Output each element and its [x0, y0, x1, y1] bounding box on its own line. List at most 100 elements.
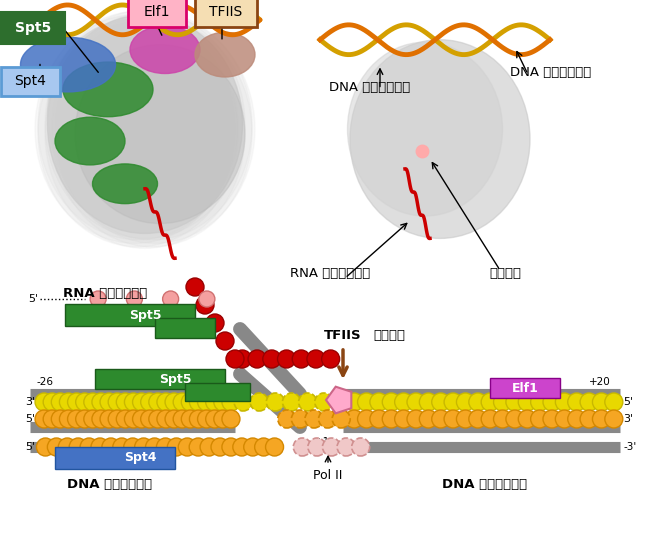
Circle shape: [493, 410, 512, 428]
Circle shape: [206, 314, 224, 332]
Circle shape: [331, 393, 349, 411]
Text: Spt5: Spt5: [159, 372, 191, 386]
Circle shape: [216, 332, 234, 350]
Ellipse shape: [45, 20, 245, 248]
Circle shape: [124, 410, 142, 428]
Text: Spt4: Spt4: [14, 74, 46, 89]
Circle shape: [555, 410, 573, 428]
Circle shape: [116, 410, 135, 428]
Circle shape: [47, 438, 66, 456]
Circle shape: [234, 393, 252, 411]
Circle shape: [133, 393, 151, 411]
Circle shape: [133, 410, 151, 428]
Circle shape: [255, 438, 272, 456]
Circle shape: [222, 438, 240, 456]
Text: Spt4: Spt4: [124, 452, 156, 464]
Circle shape: [266, 438, 283, 456]
Circle shape: [91, 438, 109, 456]
Text: DNA 送出トンネル: DNA 送出トンネル: [68, 478, 153, 491]
Circle shape: [108, 410, 126, 428]
Circle shape: [108, 393, 126, 411]
Circle shape: [69, 438, 87, 456]
Bar: [55, 447, 175, 469]
Circle shape: [75, 393, 94, 411]
Circle shape: [298, 393, 317, 411]
Circle shape: [419, 393, 437, 411]
Text: Elf1: Elf1: [144, 5, 170, 19]
Circle shape: [199, 291, 215, 307]
Circle shape: [102, 438, 120, 456]
Circle shape: [308, 438, 326, 456]
Circle shape: [84, 410, 102, 428]
Circle shape: [157, 410, 175, 428]
Circle shape: [530, 393, 549, 411]
Circle shape: [358, 393, 376, 411]
Circle shape: [211, 438, 229, 456]
Circle shape: [283, 393, 300, 411]
Circle shape: [358, 410, 376, 428]
Text: RNA 送出トンネル: RNA 送出トンネル: [290, 267, 370, 280]
Text: +20: +20: [589, 377, 611, 387]
Circle shape: [518, 393, 536, 411]
Ellipse shape: [350, 40, 530, 238]
Circle shape: [113, 438, 131, 456]
Circle shape: [233, 438, 251, 456]
Circle shape: [58, 438, 76, 456]
Ellipse shape: [47, 20, 213, 209]
Circle shape: [100, 410, 118, 428]
Ellipse shape: [63, 62, 153, 117]
Text: 活性部位: 活性部位: [373, 329, 405, 342]
Ellipse shape: [195, 32, 255, 77]
Circle shape: [580, 393, 598, 411]
Bar: [65, 304, 195, 326]
Circle shape: [506, 393, 524, 411]
Circle shape: [293, 438, 311, 456]
Ellipse shape: [55, 15, 255, 243]
Circle shape: [407, 393, 425, 411]
Circle shape: [382, 393, 400, 411]
Circle shape: [75, 410, 94, 428]
Circle shape: [51, 393, 70, 411]
Circle shape: [567, 410, 586, 428]
Circle shape: [592, 410, 610, 428]
Circle shape: [337, 438, 355, 456]
Circle shape: [543, 393, 561, 411]
Circle shape: [92, 410, 110, 428]
Ellipse shape: [21, 37, 116, 92]
Circle shape: [140, 393, 159, 411]
FancyBboxPatch shape: [128, 0, 186, 27]
Circle shape: [189, 410, 207, 428]
Circle shape: [51, 410, 70, 428]
Circle shape: [493, 393, 512, 411]
Circle shape: [244, 438, 262, 456]
Text: 5': 5': [25, 442, 35, 452]
Circle shape: [165, 410, 183, 428]
FancyBboxPatch shape: [1, 12, 65, 44]
Circle shape: [292, 350, 310, 368]
Circle shape: [124, 393, 142, 411]
Circle shape: [332, 410, 350, 428]
Circle shape: [604, 393, 623, 411]
Circle shape: [92, 393, 110, 411]
Circle shape: [200, 438, 218, 456]
Circle shape: [469, 393, 487, 411]
Circle shape: [167, 438, 185, 456]
Text: 5': 5': [28, 294, 38, 304]
Circle shape: [518, 410, 536, 428]
Circle shape: [126, 291, 142, 307]
Ellipse shape: [75, 45, 245, 223]
Ellipse shape: [45, 10, 245, 238]
Circle shape: [186, 278, 204, 296]
Circle shape: [322, 438, 341, 456]
Circle shape: [278, 350, 296, 368]
Circle shape: [604, 410, 623, 428]
Circle shape: [173, 410, 191, 428]
Circle shape: [214, 410, 232, 428]
Circle shape: [198, 393, 216, 411]
Circle shape: [266, 393, 284, 411]
Circle shape: [567, 393, 586, 411]
Circle shape: [189, 393, 207, 411]
Text: TFIIS: TFIIS: [324, 329, 362, 342]
Circle shape: [189, 438, 207, 456]
Circle shape: [315, 393, 333, 411]
